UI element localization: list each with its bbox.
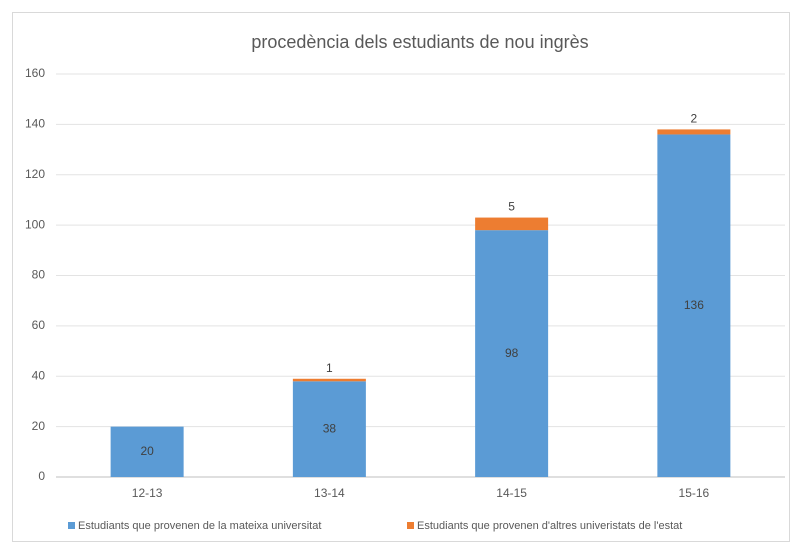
- data-label: 136: [684, 298, 704, 312]
- y-tick-label: 80: [32, 268, 46, 282]
- bar-segment: [657, 129, 731, 135]
- data-label: 1: [326, 361, 333, 375]
- legend-label: Estudiants que provenen d'altres univeri…: [417, 520, 682, 532]
- bar-segment: [110, 426, 184, 477]
- data-label: 2: [691, 112, 698, 126]
- x-tick-label: 12-13: [132, 486, 163, 500]
- bar-segment: [475, 230, 549, 477]
- y-tick-label: 140: [25, 117, 45, 131]
- bar-segment: [475, 217, 549, 231]
- x-tick-label: 14-15: [496, 486, 527, 500]
- y-tick-label: 160: [25, 66, 45, 80]
- y-tick-label: 20: [32, 419, 46, 433]
- y-tick-label: 0: [38, 469, 45, 483]
- y-tick-label: 40: [32, 368, 46, 382]
- data-label: 20: [140, 444, 154, 458]
- bar-segment: [657, 134, 731, 477]
- legend-swatch: [68, 522, 75, 529]
- y-tick-label: 60: [32, 318, 46, 332]
- y-tick-label: 100: [25, 217, 45, 231]
- x-tick-label: 13-14: [314, 486, 345, 500]
- bar-segment: [292, 381, 366, 477]
- data-label: 5: [508, 200, 515, 214]
- bar-segment: [292, 378, 366, 382]
- y-tick-label: 120: [25, 167, 45, 181]
- legend-label: Estudiants que provenen de la mateixa un…: [78, 520, 321, 532]
- data-label: 98: [505, 346, 519, 360]
- data-label: 38: [323, 421, 337, 435]
- x-tick-label: 15-16: [679, 486, 710, 500]
- chart-title: procedència dels estudiants de nou ingrè…: [251, 32, 588, 52]
- legend-swatch: [407, 522, 414, 529]
